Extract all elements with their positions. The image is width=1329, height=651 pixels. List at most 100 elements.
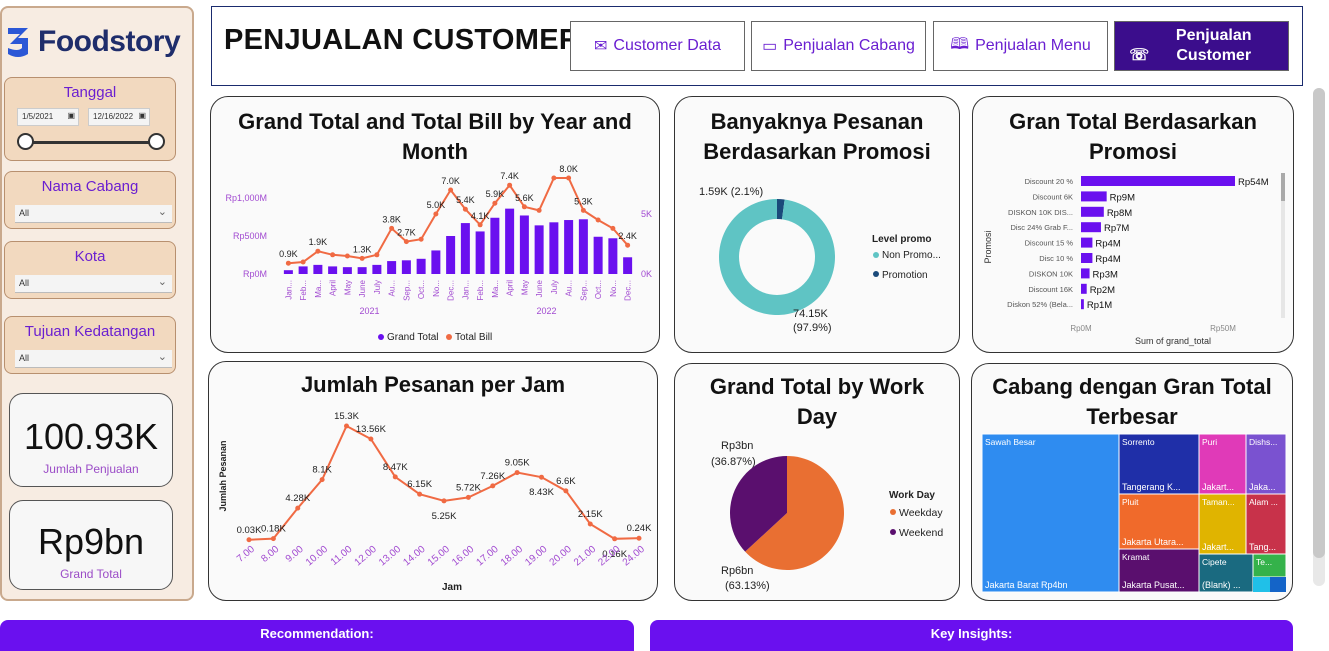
chevron-down-icon[interactable]: ⌄ [157, 276, 167, 288]
point-pesanan [612, 536, 618, 542]
kota-slicer[interactable]: Kota All ⌄ [4, 241, 176, 299]
y-tick-label: Rp500M [233, 231, 267, 241]
cabang-slicer[interactable]: Nama Cabang All ⌄ [4, 171, 176, 229]
x-tick-label: July [550, 280, 559, 294]
end-slider-handle[interactable] [148, 133, 165, 150]
chart-title: Gran Total Berdasarkan Promosi [1009, 109, 1257, 164]
bar-promo [1081, 237, 1093, 248]
chevron-down-icon[interactable]: ⌄ [157, 206, 167, 218]
x-tick-label: Oct... [594, 280, 603, 299]
chart-title: Banyaknya Pesanan Berdasarkan Promosi [703, 109, 931, 164]
point-pesanan [563, 488, 569, 494]
data-label: 7.4K [500, 171, 519, 181]
data-label: Rp7M [1104, 223, 1129, 234]
x-tick-label: 12.00 [353, 544, 380, 569]
x-tick-label: 19.00 [523, 544, 550, 569]
calendar-icon[interactable]: ▣ [138, 111, 146, 120]
nav-penjualan-customer[interactable]: ☏ Penjualan Customer [1114, 21, 1289, 71]
tile-label: Pluit [1122, 497, 1139, 507]
point-total-bill [374, 252, 380, 258]
tile-label: Kramat [1122, 552, 1150, 562]
point-total-bill [551, 175, 557, 181]
tujuan-value: All [19, 353, 30, 363]
bar-grand-total [505, 208, 515, 274]
x-tick-label: 20.00 [548, 544, 575, 569]
legend-marker [378, 334, 384, 340]
category-label: DISKON 10K DIS... [1008, 208, 1073, 217]
point-pesanan [636, 535, 642, 541]
data-label: Rp9M [1110, 192, 1135, 203]
data-label: 0.03K [237, 525, 262, 536]
nav-penjualan-cabang[interactable]: ▭ Penjualan Cabang [751, 21, 926, 71]
data-label: Rp2M [1090, 285, 1115, 296]
bar-promo [1081, 191, 1107, 202]
promo-donut-chart: 1.59K (2.1%) 74.15K (97.9%) Level promo Non … [699, 186, 941, 334]
point-pesanan [295, 505, 301, 511]
key-insights-bar: Key Insights: [650, 620, 1293, 651]
tile-label: Jakarta Pusat... [1122, 580, 1185, 590]
data-label: 8.43K [529, 487, 554, 498]
scrollbar[interactable] [1313, 88, 1325, 586]
bar-grand-total [372, 264, 382, 274]
legend-title: Level promo [872, 234, 931, 245]
tile-label: Jakarta Utara... [1122, 537, 1184, 547]
treemap-tile [1118, 433, 1200, 495]
point-total-bill [403, 239, 409, 245]
legend-label: Weekday [899, 507, 943, 519]
data-label: 1.3K [353, 244, 372, 254]
point-total-bill [625, 242, 631, 248]
nav-label: Penjualan Cabang [783, 37, 915, 54]
treemap-tile [981, 433, 1120, 593]
promo-total-card: Gran Total Berdasarkan Promosi Discount … [972, 96, 1294, 353]
calendar-icon[interactable]: ▣ [67, 111, 75, 120]
point-total-bill [610, 225, 616, 231]
treemap-tile [1245, 433, 1287, 495]
logo-text: Foodstory [38, 25, 181, 58]
legend-label: Total Bill [455, 332, 492, 343]
x-tick-label: 18.00 [499, 544, 526, 569]
folder-icon: ▭ [762, 38, 778, 55]
scrollbar-thumb[interactable] [1313, 88, 1325, 558]
tile-label: Dishs... [1249, 437, 1277, 447]
cabang-treemap: Sawah Besar Jakarta Barat Rp4bn Sorrento Ta… [981, 433, 1287, 593]
nav-penjualan-menu[interactable]: 🕮 Penjualan Menu [933, 21, 1108, 71]
x-tick-label: June [358, 279, 367, 297]
tujuan-slicer[interactable]: Tujuan Kedatangan All ⌄ [4, 316, 176, 374]
x-axis-label: Jam [442, 582, 462, 593]
promo-bar-chart: Discount 20 % Rp54M Discount 6K Rp9M DISKON … [983, 173, 1285, 346]
date-range-track [25, 141, 157, 144]
data-label: 5.4K [456, 195, 475, 205]
nav-customer-data[interactable]: ✉ Customer Data [570, 21, 745, 71]
x-axis-label: Sum of grand_total [1135, 336, 1211, 346]
data-label: 6.6K [556, 476, 576, 487]
legend-marker [873, 252, 879, 258]
start-date-input[interactable]: 1/5/2021 ▣ [17, 108, 79, 126]
data-label: 5.25K [432, 511, 457, 522]
kota-dropdown[interactable]: All ⌄ [15, 275, 172, 293]
chevron-down-icon[interactable]: ⌄ [157, 351, 167, 363]
line-pesanan [248, 424, 640, 541]
x-tick-label: Au... [388, 280, 397, 296]
data-label: 4.1K [471, 211, 490, 221]
data-label: 8.0K [559, 164, 578, 174]
year-label: 2021 [359, 306, 379, 316]
nav-label: Penjualan Customer [1175, 27, 1252, 64]
bar-grand-total [460, 223, 470, 274]
treemap-tile [1118, 548, 1200, 593]
tujuan-dropdown[interactable]: All ⌄ [15, 350, 172, 368]
point-total-bill [462, 206, 468, 212]
workday-pie-chart: Rp3bn (36.87%) Rp6bn (63.13%) Work Day Weekda… [711, 440, 943, 592]
kota-label: Kota [74, 248, 106, 265]
bar-grand-total [549, 222, 559, 274]
data-label: 7.0K [441, 176, 460, 186]
y2-tick-label: 0K [641, 269, 652, 279]
legend-title: Work Day [889, 490, 935, 501]
point-total-bill [285, 260, 291, 266]
data-label: Rp8M [1107, 208, 1132, 219]
cabang-dropdown[interactable]: All ⌄ [15, 205, 172, 223]
y-axis-label: Jumlah Pesanan [218, 440, 228, 511]
end-date-input[interactable]: 12/16/2022 ▣ [88, 108, 150, 126]
tanggal-slicer[interactable]: Tanggal 1/5/2021 ▣ 12/16/2022 ▣ [4, 77, 176, 161]
per-jam-line-chart: 0.03K 7.00 0.18K 8.00 4.28K 9.00 8.1K 10.00 15.3… [218, 411, 652, 593]
start-slider-handle[interactable] [17, 133, 34, 150]
